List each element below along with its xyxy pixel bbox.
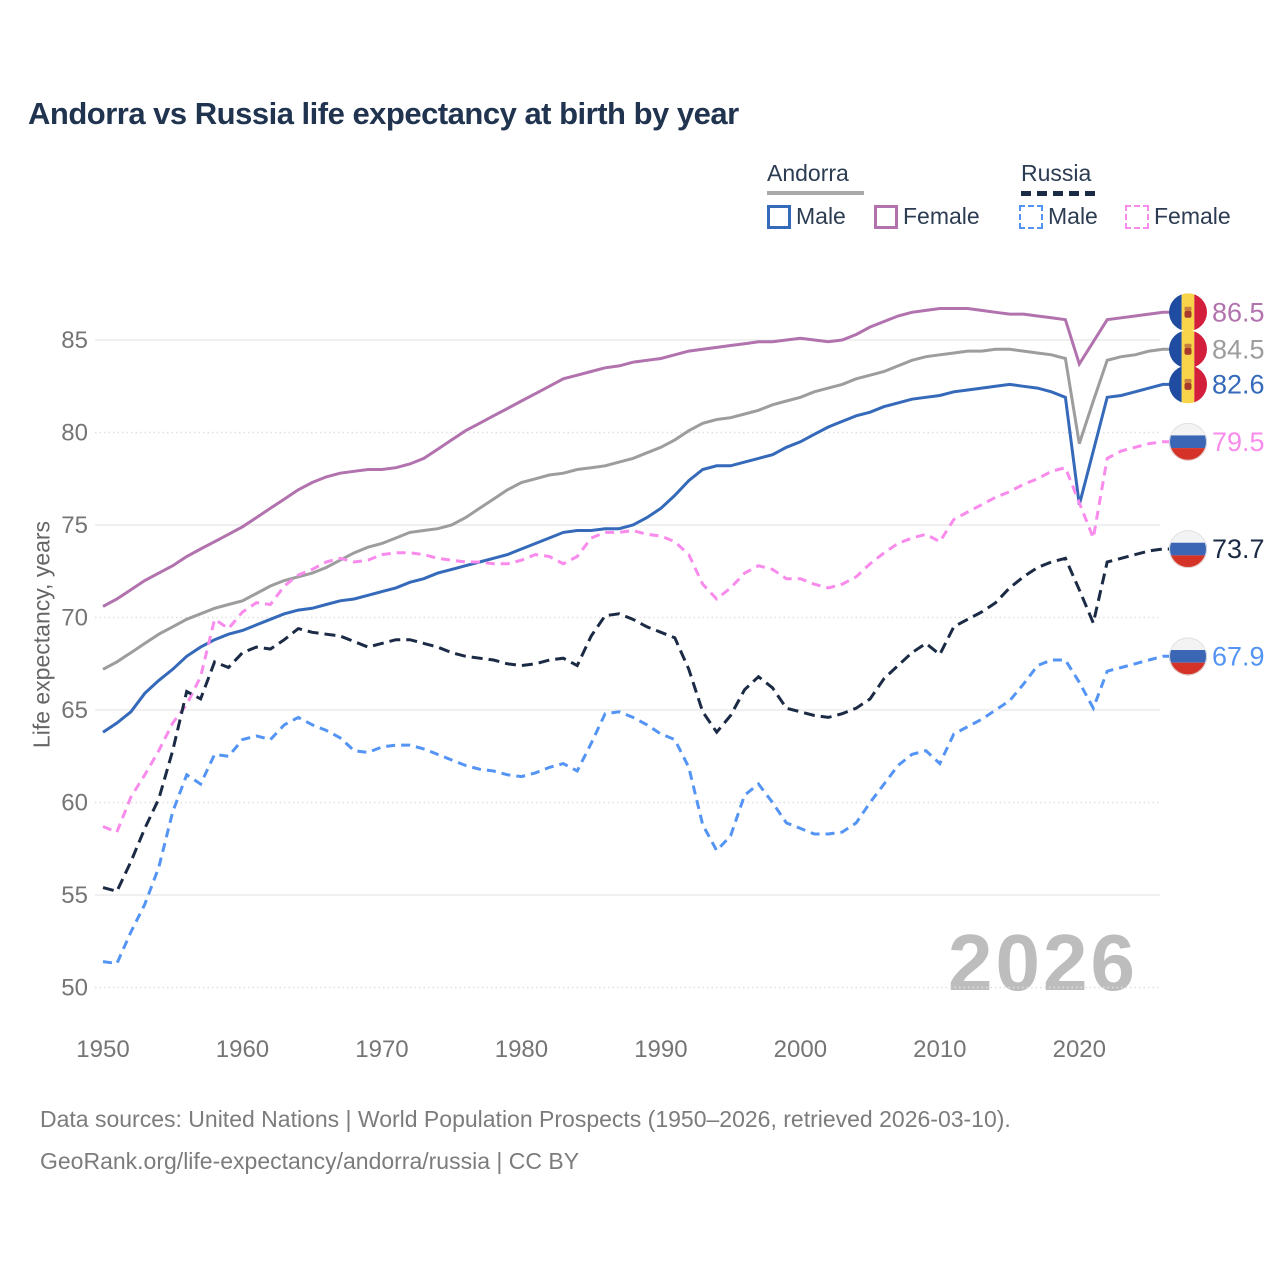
legend-underline-andorra [767,191,864,195]
y-tick-label-70: 70 [61,605,88,632]
legend-item-andorra-male[interactable]: Male [767,203,846,230]
series-line-andorra-male [102,382,1170,734]
x-tick-label-1990: 1990 [634,1036,687,1063]
flag-icon-andorra [1169,365,1207,404]
legend-label-andorra-male: Male [796,203,846,229]
legend-item-russia-male[interactable]: Male [1019,203,1098,230]
series-end-label-russia-male: 67.9 [1212,641,1265,671]
legend-underline-russia [1021,191,1097,196]
y-tick-label-60: 60 [61,790,88,817]
series-end-label-russia-both: 73.7 [1212,534,1265,564]
footer: Data sources: United Nations | World Pop… [40,1098,1011,1182]
series-end-label-andorra-female: 86.5 [1212,297,1265,327]
series-line-andorra-both [102,347,1170,671]
flag-icon-andorra [1169,330,1207,369]
legend-label-andorra-female: Female [903,203,980,229]
series-line-russia-male [102,654,1170,966]
x-tick-label-2000: 2000 [774,1036,827,1063]
page-title: Andorra vs Russia life expectancy at bir… [28,96,739,131]
y-tick-label-80: 80 [61,420,88,447]
x-tick-label-1960: 1960 [216,1036,269,1063]
footer-sources-line: Data sources: United Nations | World Pop… [40,1106,1011,1132]
x-tick-label-1980: 1980 [495,1036,548,1063]
series-end-label-russia-female: 79.5 [1212,427,1265,457]
legend-label-russia-male: Male [1048,203,1098,229]
y-tick-label-55: 55 [61,882,88,909]
legend-swatch-andorra-male-icon [767,204,791,229]
legend-group-russia: Russia [1021,160,1092,186]
series-end-label-andorra-male: 82.6 [1212,369,1265,399]
y-tick-label-85: 85 [61,327,88,354]
x-tick-label-1950: 1950 [76,1036,129,1063]
legend-item-andorra-female[interactable]: Female [874,203,980,230]
y-tick-label-75: 75 [61,512,88,539]
footer-attribution-line: GeoRank.org/life-expectancy/andorra/russ… [40,1148,580,1174]
legend-swatch-russia-male-icon [1019,204,1043,229]
legend-swatch-andorra-female-icon [874,204,898,229]
series-end-label-andorra-both: 84.5 [1212,334,1265,364]
x-tick-label-1970: 1970 [355,1036,408,1063]
series-line-russia-female [102,440,1170,835]
series-line-andorra-female [102,307,1170,608]
flag-icon-russia [1169,530,1207,569]
flag-icon-russia [1169,637,1207,676]
flag-icon-andorra [1169,293,1207,332]
series-line-russia-both [102,547,1170,894]
legend-swatch-russia-female-icon [1125,204,1149,229]
flag-icon-russia [1169,422,1207,461]
legend-label-russia-female: Female [1154,203,1231,229]
watermark-year: 2026 [948,918,1138,1007]
y-tick-label-50: 50 [61,975,88,1002]
x-tick-label-2020: 2020 [1053,1036,1106,1063]
legend-group-andorra: Andorra [767,160,849,186]
legend-item-russia-female[interactable]: Female [1125,203,1231,230]
x-tick-label-2010: 2010 [913,1036,966,1063]
y-tick-label-65: 65 [61,697,88,724]
